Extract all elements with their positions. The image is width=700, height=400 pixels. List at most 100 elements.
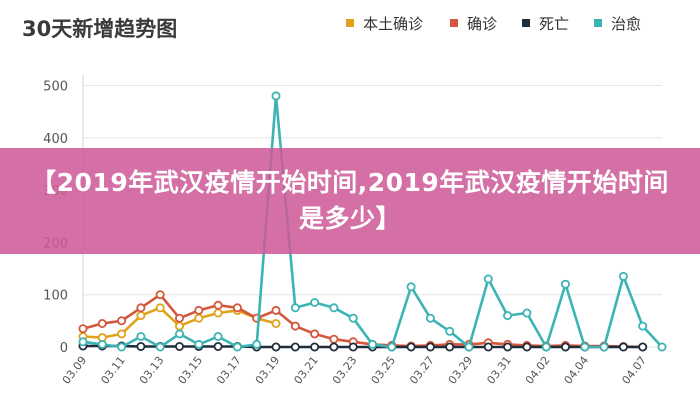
data-point xyxy=(136,331,146,341)
data-point xyxy=(252,339,262,349)
data-point xyxy=(310,297,320,307)
data-point xyxy=(618,342,628,352)
x-tick-label: 03.11 xyxy=(98,354,128,387)
data-point xyxy=(290,321,300,331)
data-point xyxy=(348,342,358,352)
data-point xyxy=(136,341,146,351)
data-point xyxy=(174,313,184,323)
data-point xyxy=(638,342,648,352)
data-point xyxy=(194,305,204,315)
series-line xyxy=(81,344,644,349)
data-point xyxy=(174,341,184,351)
x-tick-label: 03.29 xyxy=(446,354,476,387)
data-point xyxy=(194,313,204,323)
data-point xyxy=(483,342,493,352)
data-point xyxy=(174,321,184,331)
x-tick-label: 03.19 xyxy=(253,354,283,387)
x-tick-label: 03.23 xyxy=(330,354,360,387)
x-tick-label: 04.04 xyxy=(562,354,592,387)
legend-label: 死亡 xyxy=(539,15,569,33)
data-point xyxy=(522,342,532,352)
data-point xyxy=(136,303,146,313)
data-point xyxy=(464,342,474,352)
data-point xyxy=(445,342,455,352)
data-point xyxy=(271,342,281,352)
data-point xyxy=(310,342,320,352)
data-point xyxy=(638,321,648,331)
legend-swatch xyxy=(450,19,458,27)
x-tick-label: 03.21 xyxy=(291,354,321,387)
data-point xyxy=(194,339,204,349)
data-point xyxy=(329,334,339,344)
title-overlay-banner: 【2019年武汉疫情开始时间,2019年武汉疫情开始时间是多少】 xyxy=(0,148,700,254)
data-point xyxy=(483,274,493,284)
x-tick-label: 03.13 xyxy=(137,354,167,387)
data-point xyxy=(387,342,397,352)
data-point xyxy=(271,305,281,315)
data-point xyxy=(155,303,165,313)
data-point xyxy=(213,308,223,318)
x-tick-label: 03.25 xyxy=(369,354,399,387)
data-point xyxy=(155,290,165,300)
data-point xyxy=(117,316,127,326)
data-point xyxy=(580,342,590,352)
data-point xyxy=(290,303,300,313)
overlay-title: 【2019年武汉疫情开始时间,2019年武汉疫情开始时间是多少】 xyxy=(31,168,669,233)
data-point xyxy=(117,329,127,339)
data-point xyxy=(348,313,358,323)
data-point xyxy=(78,337,88,347)
data-point xyxy=(425,313,435,323)
data-point xyxy=(232,342,242,352)
x-tick-label: 03.09 xyxy=(60,354,90,387)
data-point xyxy=(561,279,571,289)
data-point xyxy=(503,311,513,321)
data-point xyxy=(445,326,455,336)
x-tick-label: 03.15 xyxy=(176,354,206,387)
data-point xyxy=(310,329,320,339)
data-point xyxy=(78,324,88,334)
data-point xyxy=(367,339,377,349)
x-tick-label: 03.17 xyxy=(214,354,244,387)
data-point xyxy=(271,91,281,101)
legend-label: 治愈 xyxy=(611,15,641,33)
y-tick-label: 400 xyxy=(43,132,68,147)
legend-swatch xyxy=(346,19,354,27)
data-point xyxy=(232,303,242,313)
data-point xyxy=(329,342,339,352)
data-point xyxy=(271,318,281,328)
data-point xyxy=(213,300,223,310)
legend-label: 本土确诊 xyxy=(363,15,423,33)
data-point xyxy=(541,342,551,352)
data-point xyxy=(657,342,667,352)
y-tick-label: 500 xyxy=(43,79,68,94)
data-point xyxy=(329,303,339,313)
legend-swatch xyxy=(522,19,530,27)
x-tick-label: 03.31 xyxy=(484,354,514,387)
x-tick-label: 04.02 xyxy=(523,354,553,387)
data-point xyxy=(117,342,127,352)
data-point xyxy=(213,341,223,351)
data-point xyxy=(618,271,628,281)
x-tick-label: 03.27 xyxy=(407,354,437,387)
data-point xyxy=(503,342,513,352)
data-point xyxy=(155,342,165,352)
data-point xyxy=(97,318,107,328)
data-point xyxy=(290,342,300,352)
y-tick-label: 100 xyxy=(43,289,68,304)
y-tick-label: 0 xyxy=(60,341,68,356)
x-tick-label: 04.07 xyxy=(619,354,649,387)
chart-title: 30天新增趋势图 xyxy=(22,17,177,41)
data-point xyxy=(406,342,416,352)
data-point xyxy=(561,342,571,352)
data-point xyxy=(174,329,184,339)
data-point xyxy=(406,282,416,292)
legend-label: 确诊 xyxy=(467,15,497,33)
data-point xyxy=(599,342,609,352)
data-point xyxy=(213,331,223,341)
legend-swatch xyxy=(594,19,602,27)
data-point xyxy=(97,339,107,349)
data-point xyxy=(425,342,435,352)
data-point xyxy=(522,308,532,318)
